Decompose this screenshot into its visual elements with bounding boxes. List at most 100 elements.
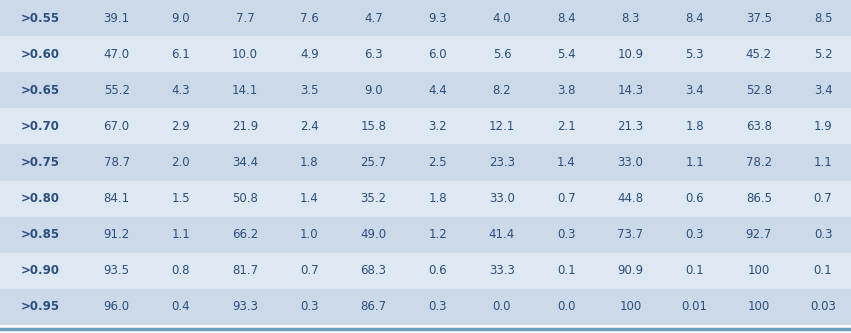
- Text: 78.7: 78.7: [104, 156, 129, 169]
- Bar: [0, 72, 851, 108]
- Text: 7.7: 7.7: [236, 12, 254, 25]
- Text: 92.7: 92.7: [745, 228, 772, 241]
- Text: 5.6: 5.6: [493, 48, 511, 61]
- Text: 0.01: 0.01: [682, 300, 708, 313]
- Text: 2.0: 2.0: [172, 156, 191, 169]
- Text: 86.5: 86.5: [745, 192, 772, 205]
- Text: 15.8: 15.8: [361, 120, 386, 133]
- Text: 44.8: 44.8: [617, 192, 643, 205]
- Text: 100: 100: [748, 264, 770, 277]
- Text: 86.7: 86.7: [361, 300, 386, 313]
- Text: 2.5: 2.5: [428, 156, 447, 169]
- Text: 1.1: 1.1: [814, 156, 832, 169]
- Text: 4.7: 4.7: [364, 12, 383, 25]
- Text: 4.9: 4.9: [300, 48, 318, 61]
- Text: 39.1: 39.1: [104, 12, 129, 25]
- Text: 33.0: 33.0: [618, 156, 643, 169]
- Text: 25.7: 25.7: [361, 156, 386, 169]
- Text: 5.3: 5.3: [685, 48, 704, 61]
- Text: 37.5: 37.5: [745, 12, 772, 25]
- Text: 0.03: 0.03: [810, 300, 836, 313]
- Text: 1.2: 1.2: [428, 228, 447, 241]
- Text: 45.2: 45.2: [745, 48, 772, 61]
- Text: 10.9: 10.9: [617, 48, 643, 61]
- Text: 0.0: 0.0: [557, 300, 575, 313]
- Text: 1.9: 1.9: [814, 120, 832, 133]
- Text: 8.5: 8.5: [814, 12, 832, 25]
- Text: 93.3: 93.3: [232, 300, 258, 313]
- Text: 66.2: 66.2: [232, 228, 258, 241]
- Text: 6.3: 6.3: [364, 48, 383, 61]
- Text: 3.4: 3.4: [685, 84, 704, 97]
- Text: 3.5: 3.5: [300, 84, 318, 97]
- Text: 2.4: 2.4: [300, 120, 318, 133]
- Text: 1.5: 1.5: [172, 192, 191, 205]
- Text: 52.8: 52.8: [745, 84, 772, 97]
- Text: 100: 100: [620, 300, 642, 313]
- Bar: [0, 36, 851, 72]
- Text: 0.1: 0.1: [814, 264, 832, 277]
- Text: 3.8: 3.8: [557, 84, 575, 97]
- Text: 96.0: 96.0: [104, 300, 129, 313]
- Bar: [0, 289, 851, 325]
- Text: 6.0: 6.0: [428, 48, 447, 61]
- Text: 1.4: 1.4: [300, 192, 318, 205]
- Bar: [0, 180, 851, 217]
- Text: >0.90: >0.90: [20, 264, 60, 277]
- Text: 0.6: 0.6: [685, 192, 704, 205]
- Text: 0.1: 0.1: [557, 264, 575, 277]
- Text: 4.0: 4.0: [493, 12, 511, 25]
- Text: >0.60: >0.60: [20, 48, 60, 61]
- Text: 1.8: 1.8: [300, 156, 318, 169]
- Text: 55.2: 55.2: [104, 84, 129, 97]
- Text: 1.0: 1.0: [300, 228, 318, 241]
- Text: 47.0: 47.0: [104, 48, 129, 61]
- Text: 0.7: 0.7: [814, 192, 832, 205]
- Text: 0.8: 0.8: [172, 264, 190, 277]
- Text: 2.1: 2.1: [557, 120, 575, 133]
- Bar: [0, 217, 851, 253]
- Text: 41.4: 41.4: [488, 228, 515, 241]
- Text: 3.2: 3.2: [428, 120, 447, 133]
- Text: 1.4: 1.4: [557, 156, 575, 169]
- Text: 4.3: 4.3: [172, 84, 191, 97]
- Text: 7.6: 7.6: [300, 12, 318, 25]
- Text: 0.3: 0.3: [557, 228, 575, 241]
- Text: 23.3: 23.3: [489, 156, 515, 169]
- Text: 1.1: 1.1: [172, 228, 191, 241]
- Text: 9.3: 9.3: [428, 12, 447, 25]
- Bar: [0, 0, 851, 36]
- Text: 0.1: 0.1: [685, 264, 704, 277]
- Text: 1.8: 1.8: [428, 192, 447, 205]
- Text: >0.65: >0.65: [20, 84, 60, 97]
- Text: 33.0: 33.0: [489, 192, 515, 205]
- Text: 1.1: 1.1: [685, 156, 704, 169]
- Text: 68.3: 68.3: [361, 264, 386, 277]
- Text: 63.8: 63.8: [745, 120, 772, 133]
- Text: 3.4: 3.4: [814, 84, 832, 97]
- Text: 8.2: 8.2: [493, 84, 511, 97]
- Text: 1.8: 1.8: [685, 120, 704, 133]
- Text: 33.3: 33.3: [489, 264, 515, 277]
- Text: 8.3: 8.3: [621, 12, 640, 25]
- Text: 4.4: 4.4: [428, 84, 447, 97]
- Text: >0.95: >0.95: [20, 300, 60, 313]
- Text: 0.6: 0.6: [428, 264, 447, 277]
- Text: 0.0: 0.0: [493, 300, 511, 313]
- Text: >0.70: >0.70: [20, 120, 60, 133]
- Text: 93.5: 93.5: [104, 264, 129, 277]
- Text: 50.8: 50.8: [232, 192, 258, 205]
- Text: 0.7: 0.7: [557, 192, 575, 205]
- Text: 10.0: 10.0: [232, 48, 258, 61]
- Text: 0.4: 0.4: [172, 300, 191, 313]
- Text: 9.0: 9.0: [172, 12, 191, 25]
- Bar: [0, 145, 851, 180]
- Text: 6.1: 6.1: [172, 48, 191, 61]
- Bar: [0, 108, 851, 145]
- Text: 0.7: 0.7: [300, 264, 318, 277]
- Text: 21.3: 21.3: [617, 120, 643, 133]
- Text: 84.1: 84.1: [104, 192, 129, 205]
- Text: >0.75: >0.75: [20, 156, 60, 169]
- Text: 34.4: 34.4: [232, 156, 258, 169]
- Text: 21.9: 21.9: [232, 120, 258, 133]
